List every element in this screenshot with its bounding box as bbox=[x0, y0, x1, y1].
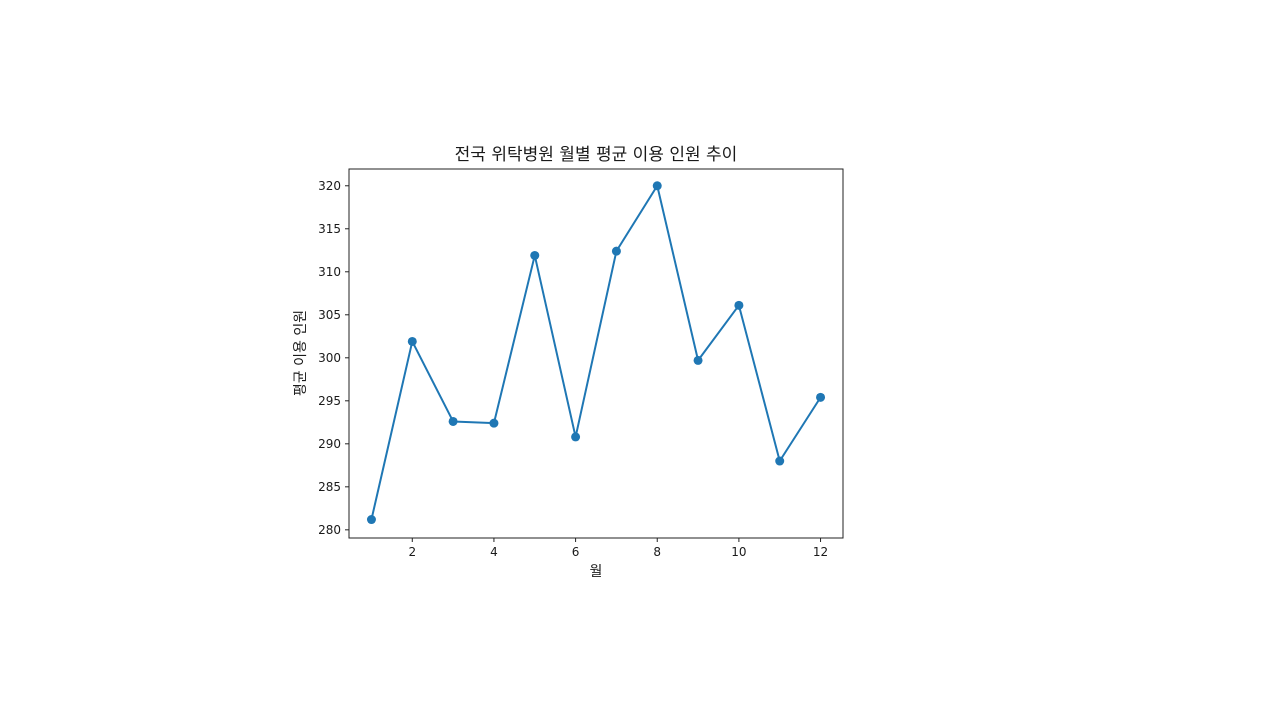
y-tick-label: 290 bbox=[318, 437, 341, 451]
chart-title: 전국 위탁병원 월별 평균 이용 인원 추이 bbox=[455, 145, 738, 165]
x-tick-label: 10 bbox=[731, 545, 746, 559]
data-point bbox=[734, 300, 744, 310]
plot-frame bbox=[348, 168, 844, 539]
data-point bbox=[407, 336, 417, 346]
y-tick-label: 295 bbox=[318, 394, 341, 408]
x-tick-label: 8 bbox=[653, 545, 661, 559]
x-tick-label: 4 bbox=[490, 545, 498, 559]
data-point bbox=[693, 355, 703, 365]
data-point bbox=[652, 181, 662, 191]
data-point bbox=[489, 418, 499, 428]
data-point bbox=[530, 250, 540, 260]
data-point bbox=[448, 416, 458, 426]
plot-area: 2 4 6 8 10 12 280 285 290 295 300 305 310 315 320 bbox=[318, 168, 844, 559]
y-tick-label: 310 bbox=[318, 265, 341, 279]
y-tick-label: 280 bbox=[318, 523, 341, 537]
y-tick-label: 285 bbox=[318, 480, 341, 494]
data-point bbox=[611, 246, 621, 256]
x-tick-label: 6 bbox=[572, 545, 580, 559]
x-tick-label: 12 bbox=[813, 545, 828, 559]
y-tick-label: 305 bbox=[318, 308, 341, 322]
y-tick-label: 300 bbox=[318, 351, 341, 365]
data-point bbox=[366, 515, 376, 525]
y-axis-label: 평균 이용 인원 bbox=[293, 310, 309, 396]
x-tick-label: 2 bbox=[408, 545, 416, 559]
data-point bbox=[775, 456, 785, 466]
data-point bbox=[816, 392, 826, 402]
y-tick-label: 315 bbox=[318, 222, 341, 236]
y-tick-label: 320 bbox=[318, 179, 341, 193]
x-axis-label: 월 bbox=[590, 564, 603, 580]
series-line bbox=[370, 184, 822, 520]
data-point bbox=[571, 432, 581, 442]
